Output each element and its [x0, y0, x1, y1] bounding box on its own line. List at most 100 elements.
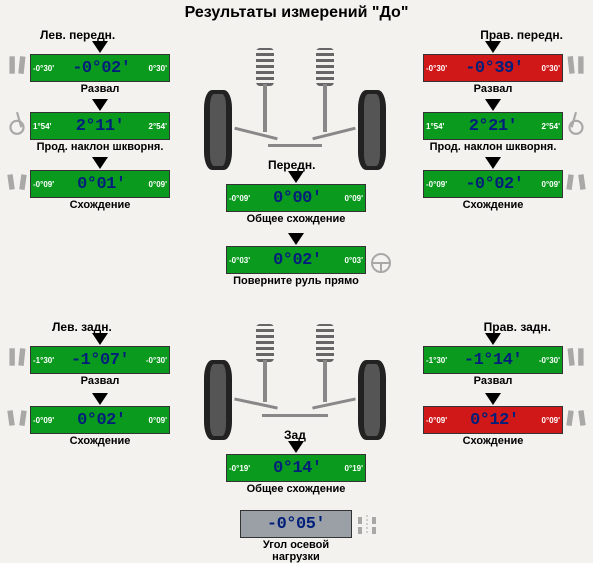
lim-lo: -0°30': [426, 64, 447, 73]
rl-toe-block: -0°09' 0°02' 0°09' Схождение: [30, 394, 170, 447]
arrow-icon: [92, 41, 108, 53]
thrust-label: Угол осевой нагрузки: [240, 539, 352, 563]
rl-camber-block: -1°30' -1°07' -0°30' Развал: [30, 334, 170, 387]
toe-label: Схождение: [30, 435, 170, 447]
front-totaltoe-value: 0°00': [273, 189, 322, 208]
toe-icon: [565, 168, 587, 194]
fl-caster-block: 1°54' 2°11' 2°54' Прод. наклон шкворня.: [30, 100, 170, 153]
arrow-icon: [288, 441, 304, 453]
camber-label: Развал: [423, 375, 563, 387]
section-rear: Зад: [284, 428, 306, 442]
fr-camber-value: -0°39': [465, 59, 523, 78]
arrow-icon: [485, 157, 501, 169]
rr-camber-box: -1°30' -1°14' -0°30': [423, 346, 563, 374]
page-title: Результаты измерений "До": [0, 4, 593, 22]
fl-toe-block: -0°09' 0°01' 0°09' Схождение: [30, 158, 170, 211]
lim-hi: -0°30': [539, 356, 560, 365]
camber-icon: [565, 344, 587, 370]
rl-toe-value: 0°02': [77, 411, 126, 430]
rr-toe-value: 0°12': [470, 411, 519, 430]
toe-label: Схождение: [423, 199, 563, 211]
toe-icon: [6, 168, 28, 194]
caster-label: Прод. наклон шкворня.: [423, 141, 563, 153]
toe-icon: [565, 404, 587, 430]
arrow-icon: [92, 157, 108, 169]
lim-lo: -1°30': [33, 356, 54, 365]
toe-label: Схождение: [423, 435, 563, 447]
fl-camber-box: -0°30' -0°02' 0°30': [30, 54, 170, 82]
totaltoe-label: Общее схождение: [226, 483, 366, 495]
toe-label: Схождение: [30, 199, 170, 211]
lim-lo: -0°30': [33, 64, 54, 73]
lim-hi: 0°09': [149, 180, 167, 189]
fr-toe-box: -0°09' -0°02' 0°09': [423, 170, 563, 198]
thrust-block: -0°05' Угол осевой нагрузки: [240, 510, 352, 563]
fl-camber-value: -0°02': [72, 59, 130, 78]
rr-camber-value: -1°14': [464, 351, 522, 370]
lim-lo: 1°54': [33, 122, 51, 131]
arrow-icon: [485, 333, 501, 345]
lim-hi: 0°09': [345, 194, 363, 203]
front-totaltoe-block: -0°09' 0°00' 0°09' Общее схождение: [226, 172, 366, 225]
fl-caster-value: 2°11': [76, 117, 125, 136]
fr-camber-box: -0°30' -0°39' 0°30': [423, 54, 563, 82]
front-steer-block: -0°03' 0°02' 0°03' Поверните руль прямо: [226, 234, 366, 287]
lim-hi: 0°03': [345, 256, 363, 265]
totaltoe-label: Общее схождение: [226, 213, 366, 225]
rl-camber-box: -1°30' -1°07' -0°30': [30, 346, 170, 374]
fr-caster-block: 1°54' 2°21' 2°54' Прод. наклон шкворня.: [423, 100, 563, 153]
lim-hi: -0°30': [146, 356, 167, 365]
lim-hi: 0°09': [542, 180, 560, 189]
camber-label: Развал: [30, 83, 170, 95]
lim-hi: 0°30': [149, 64, 167, 73]
front-steer-box: -0°03' 0°02' 0°03': [226, 246, 366, 274]
section-rear-right: Прав. задн.: [484, 320, 551, 334]
thrust-icon: [356, 512, 378, 538]
fr-caster-value: 2°21': [469, 117, 518, 136]
thrust-box: -0°05': [240, 510, 352, 538]
camber-label: Развал: [423, 83, 563, 95]
lim-hi: 0°09': [149, 416, 167, 425]
fr-camber-block: -0°30' -0°39' 0°30' Развал: [423, 42, 563, 95]
steer-icon: [370, 250, 392, 276]
arrow-icon: [485, 393, 501, 405]
section-front: Передн.: [268, 158, 316, 172]
lim-hi: 0°19': [345, 464, 363, 473]
arrow-icon: [92, 393, 108, 405]
caster-icon: [6, 110, 28, 136]
rr-toe-block: -0°09' 0°12' 0°09' Схождение: [423, 394, 563, 447]
lim-lo: -0°09': [33, 416, 54, 425]
caster-label: Прод. наклон шкворня.: [30, 141, 170, 153]
thrust-value: -0°05': [267, 515, 325, 534]
fl-caster-box: 1°54' 2°11' 2°54': [30, 112, 170, 140]
lim-lo: -1°30': [426, 356, 447, 365]
lim-lo: -0°09': [33, 180, 54, 189]
front-totaltoe-box: -0°09' 0°00' 0°09': [226, 184, 366, 212]
rear-totaltoe-box: -0°19' 0°14' 0°19': [226, 454, 366, 482]
fl-toe-value: 0°01': [77, 175, 126, 194]
camber-icon: [6, 344, 28, 370]
arrow-icon: [92, 333, 108, 345]
camber-icon: [565, 52, 587, 78]
fr-toe-block: -0°09' -0°02' 0°09' Схождение: [423, 158, 563, 211]
rear-totaltoe-value: 0°14': [273, 459, 322, 478]
rl-toe-box: -0°09' 0°02' 0°09': [30, 406, 170, 434]
lim-lo: -0°03': [229, 256, 250, 265]
caster-icon: [565, 110, 587, 136]
arrow-icon: [288, 171, 304, 183]
fl-camber-block: -0°30' -0°02' 0°30' Развал: [30, 42, 170, 95]
lim-hi: 0°09': [542, 416, 560, 425]
lim-lo: -0°09': [229, 194, 250, 203]
section-front-right: Прав. передн.: [480, 28, 563, 42]
lim-hi: 2°54': [149, 122, 167, 131]
steer-label: Поверните руль прямо: [226, 275, 366, 287]
camber-icon: [6, 52, 28, 78]
camber-label: Развал: [30, 375, 170, 387]
toe-icon: [6, 404, 28, 430]
lim-hi: 2°54': [542, 122, 560, 131]
fl-toe-box: -0°09' 0°01' 0°09': [30, 170, 170, 198]
rear-totaltoe-block: -0°19' 0°14' 0°19' Общее схождение: [226, 442, 366, 495]
lim-lo: -0°09': [426, 416, 447, 425]
section-rear-left: Лев. задн.: [52, 320, 112, 334]
fr-caster-box: 1°54' 2°21' 2°54': [423, 112, 563, 140]
